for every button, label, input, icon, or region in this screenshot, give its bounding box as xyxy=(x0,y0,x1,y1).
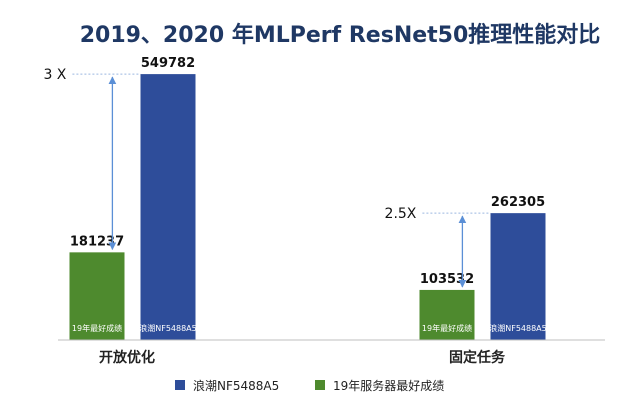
plot-area: 181237 19年最好成绩 549782 浪潮NF5488A5 3 X 开放优化 1035… xyxy=(43,56,546,366)
bar-nf5488a5-2 xyxy=(490,213,546,340)
legend-label: 浪潮NF5488A5 xyxy=(193,378,279,393)
multiplier-label: 2.5X xyxy=(385,206,417,222)
chart-title: 2019、2020 年MLPerf ResNet50推理性能对比 xyxy=(80,22,601,48)
legend-swatch xyxy=(175,380,185,390)
bar-baseline-2 xyxy=(419,289,475,340)
bar-inner-label: 浪潮NF5488A5 xyxy=(489,323,547,333)
bar-value-label: 103532 xyxy=(420,272,474,287)
bar-inner-label: 19年最好成绩 xyxy=(422,323,472,333)
legend: 浪潮NF5488A5 19年服务器最好成绩 xyxy=(175,378,444,393)
legend-label: 19年服务器最好成绩 xyxy=(333,378,444,393)
x-tick-label: 开放优化 xyxy=(99,349,155,366)
legend-swatch xyxy=(315,380,325,390)
bar-inner-label: 19年最好成绩 xyxy=(72,323,122,333)
bar-baseline-1 xyxy=(69,252,125,340)
bar-value-label: 262305 xyxy=(491,195,545,210)
bar-value-label: 549782 xyxy=(141,56,195,71)
bar-nf5488a5-1 xyxy=(140,74,196,340)
multiplier-label: 3 X xyxy=(43,67,66,83)
bar-inner-label: 浪潮NF5488A5 xyxy=(139,323,197,333)
bar-value-label: 181237 xyxy=(70,234,124,249)
x-tick-label: 固定任务 xyxy=(449,349,506,366)
